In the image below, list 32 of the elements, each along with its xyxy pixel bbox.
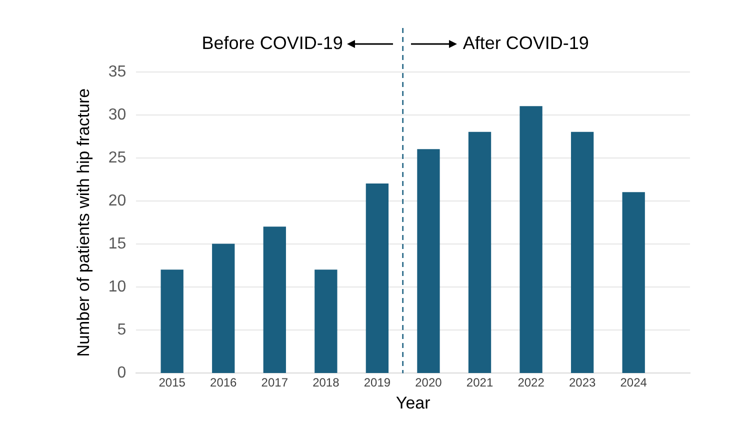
x-tick-label: 2020: [415, 376, 442, 390]
x-tick-label: 2022: [518, 376, 545, 390]
x-tick-label: 2016: [210, 376, 238, 390]
bar: [622, 192, 645, 374]
text: After COVID-19: [462, 32, 589, 53]
bar: [366, 184, 389, 374]
bar: [468, 132, 492, 374]
x-tick-label: 2017: [261, 376, 288, 390]
x-tick-label: 2018: [312, 376, 340, 390]
x-tick-label: 2024: [620, 376, 648, 390]
y-tick-label: 5: [117, 322, 126, 339]
y-tick-label: 30: [108, 106, 126, 124]
x-tick-label: 2019: [364, 376, 391, 390]
x-axis-title: Year: [396, 393, 431, 412]
y-tick-label: 20: [108, 192, 126, 210]
bar: [417, 149, 440, 374]
bar: [160, 270, 184, 374]
bar: [212, 244, 235, 374]
y-tick-label: 15: [108, 236, 126, 253]
x-tick-label: 2021: [466, 376, 494, 390]
y-tick-label: 25: [108, 149, 126, 166]
x-tick-label: 2023: [568, 376, 596, 390]
x-tick-label: 2015: [158, 376, 186, 390]
text: Before COVID-19: [202, 32, 343, 53]
y-tick-label: 10: [108, 278, 126, 296]
y-axis-title: Number of patients with hip fracture: [74, 88, 93, 357]
y-tick-label: 35: [108, 63, 126, 80]
bar: [570, 132, 594, 374]
bar: [314, 270, 338, 374]
bar: [520, 106, 542, 374]
y-tick-label: 0: [117, 364, 126, 382]
bar: [263, 226, 286, 374]
